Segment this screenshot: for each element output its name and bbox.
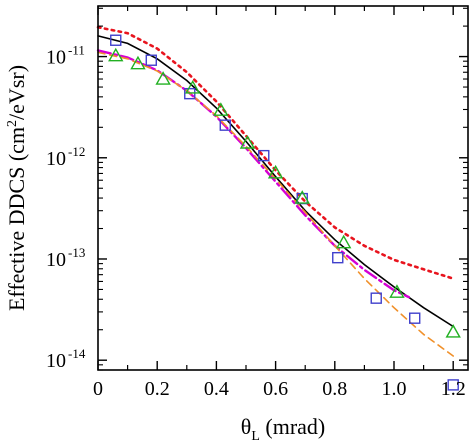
x-tick-label: 1.0 <box>382 378 407 400</box>
x-tick-label: 0.8 <box>322 378 347 400</box>
y-tick-label: 10 <box>46 249 66 271</box>
series-line-dotted <box>96 25 455 280</box>
plot-area <box>96 25 461 391</box>
data-point-square <box>409 312 421 324</box>
x-tick-label: 1.2 <box>441 378 466 400</box>
data-point-square <box>447 379 459 391</box>
x-axis-title: θL (mrad) <box>241 414 325 443</box>
x-tick-label: 0.6 <box>263 378 288 400</box>
y-axis-title-rest: /eVsr) <box>4 65 29 120</box>
data-point-triangle <box>185 80 201 94</box>
data-point-triangle <box>239 135 256 149</box>
x-axis-title-main: θ <box>241 414 252 439</box>
data-point-square <box>219 119 231 131</box>
y-axis-title-sup: 2 <box>5 120 20 127</box>
data-point-triangle <box>130 55 146 70</box>
data-point-triangle <box>155 71 171 85</box>
y-axis-title: Effective DDCS (cm2/eVsr) <box>4 65 29 311</box>
data-point-triangle <box>213 102 229 116</box>
series-line-dashdot <box>96 49 410 299</box>
series-line-dashed <box>97 51 454 357</box>
data-point-square <box>332 251 344 264</box>
y-tick-exponent: -12 <box>68 144 85 159</box>
x-tick-label: 0.4 <box>204 378 229 400</box>
data-point-triangle <box>294 190 310 204</box>
data-point-triangle <box>267 164 284 179</box>
y-tick-exponent: -13 <box>68 245 85 260</box>
y-tick-label: 10 <box>46 350 66 372</box>
axis-ticks <box>97 6 468 371</box>
data-point-square <box>145 54 157 66</box>
x-axis-title-sub: L <box>251 429 260 443</box>
x-axis-title-rest: (mrad) <box>260 414 325 439</box>
series-line-solid <box>97 35 454 328</box>
y-tick-label: 10 <box>46 47 66 69</box>
y-axis-title-main: Effective DDCS (cm <box>4 127 29 311</box>
y-tick-exponent: -14 <box>68 346 86 361</box>
data-point-square <box>258 149 270 162</box>
y-tick-label: 10 <box>46 148 66 170</box>
x-tick-label: 0 <box>93 378 103 400</box>
data-point-triangle <box>389 284 405 298</box>
data-point-triangle <box>108 47 124 62</box>
data-point-triangle <box>445 324 461 338</box>
data-point-square <box>370 292 382 304</box>
data-point-triangle <box>335 234 352 249</box>
data-point-square <box>184 87 196 100</box>
data-point-square <box>110 34 122 46</box>
y-tick-exponent: -11 <box>68 43 85 58</box>
x-tick-label: 0.2 <box>145 378 170 400</box>
